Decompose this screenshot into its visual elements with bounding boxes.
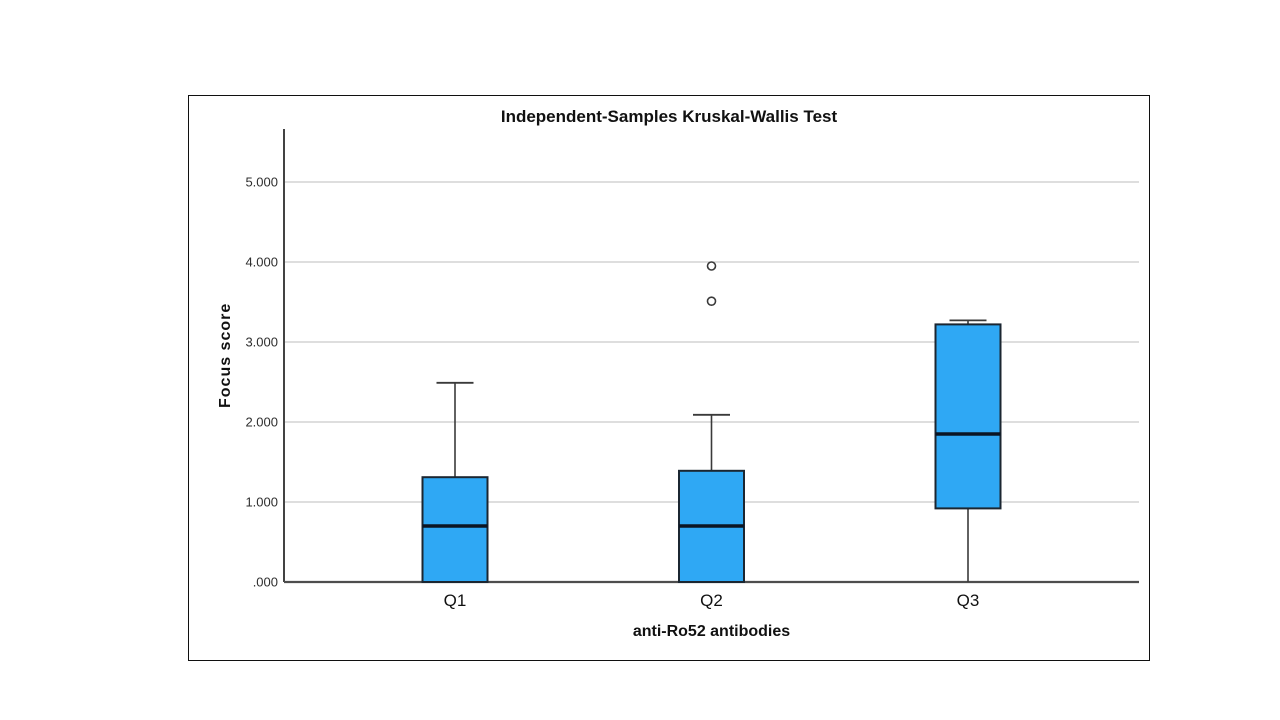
box-rect-q1 bbox=[421, 476, 489, 584]
x-axis-title: anti-Ro52 antibodies bbox=[632, 623, 791, 640]
chart-title: Independent-Samples Kruskal-Wallis Test bbox=[500, 107, 838, 126]
y-tick-label: 2.000 bbox=[245, 415, 278, 430]
y-tick-label: .000 bbox=[253, 575, 278, 590]
y-tick-label: 4.000 bbox=[245, 255, 278, 270]
box-rect-q3 bbox=[934, 323, 1002, 510]
outlier-point bbox=[706, 261, 717, 271]
y-tick-label: 5.000 bbox=[245, 175, 278, 190]
category-label: Q2 bbox=[700, 591, 723, 610]
y-tick-label: 1.000 bbox=[245, 495, 278, 510]
category-label: Q3 bbox=[957, 591, 980, 610]
outlier-point bbox=[706, 296, 717, 306]
kruskal-wallis-boxplot-figure: .000 1.000 2.000 3.000 4.000 5.000 Q1 Q2 Q3 Inde… bbox=[188, 95, 1150, 661]
y-tick-label: 3.000 bbox=[245, 335, 278, 350]
y-axis-title: Focus score bbox=[217, 302, 234, 409]
boxplot-svg: .000 1.000 2.000 3.000 4.000 5.000 Q1 Q2 Q3 bbox=[245, 129, 1139, 610]
category-label: Q1 bbox=[444, 591, 467, 610]
